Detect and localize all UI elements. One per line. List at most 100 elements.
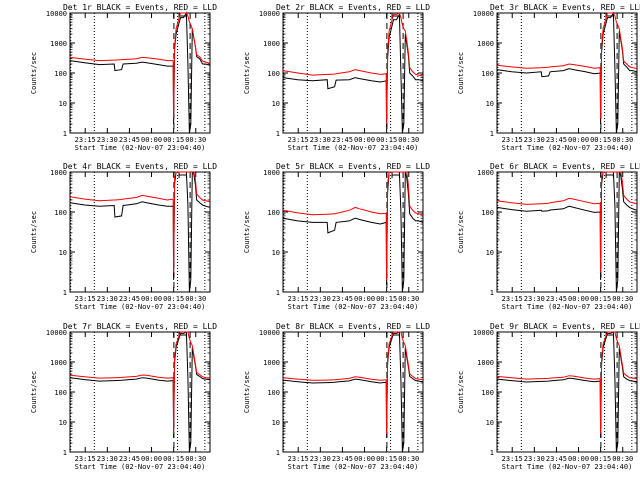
x-axis-label: Start Time (02-Nov-07 23:04:40) [502, 303, 633, 311]
x-tick-label: 00:30 [612, 136, 633, 144]
x-tick-label: 00:15 [376, 455, 397, 463]
x-tick-label: 23:30 [524, 136, 545, 144]
x-tick-label: 23:15 [75, 295, 96, 303]
y-tick-label: 10000 [46, 10, 67, 18]
x-tick-label: 23:15 [502, 295, 523, 303]
x-tick-label: 00:15 [376, 136, 397, 144]
y-tick-label: 10000 [473, 329, 494, 337]
x-tick-label: 23:30 [97, 136, 118, 144]
x-axis-label: Start Time (02-Nov-07 23:04:40) [75, 303, 206, 311]
x-tick-label: 23:45 [332, 295, 353, 303]
x-tick-label: 00:30 [185, 295, 206, 303]
events-line [69, 331, 211, 453]
x-tick-label: 23:30 [524, 295, 545, 303]
y-tick-label: 10000 [473, 10, 494, 18]
x-tick-label: 23:45 [546, 136, 567, 144]
panel-det-7r: Det 7r BLACK = Events, RED = LLD Counts/s… [30, 322, 217, 471]
x-tick-label: 00:15 [163, 295, 184, 303]
y-tick-label: 1000 [477, 40, 494, 48]
x-tick-label: 00:30 [398, 295, 419, 303]
y-tick-label: 1000 [50, 169, 67, 177]
y-tick-label: 100 [481, 70, 494, 78]
y-tick-label: 10 [272, 100, 280, 108]
axes-frame [69, 171, 211, 293]
panel-det-8r: Det 8r BLACK = Events, RED = LLD Counts/s… [243, 322, 430, 471]
panel-det-4r: Det 4r BLACK = Events, RED = LLD Counts/s… [30, 162, 217, 311]
y-axis-label: Counts/sec [243, 211, 251, 253]
y-tick-label: 1 [63, 289, 67, 297]
x-axis-label: Start Time (02-Nov-07 23:04:40) [288, 303, 419, 311]
x-tick-label: 23:45 [332, 136, 353, 144]
panel-det-5r: Det 5r BLACK = Events, RED = LLD Counts/s… [243, 162, 430, 311]
panel-title: Det 9r BLACK = Events, RED = LLD [490, 322, 640, 331]
x-tick-label: 00:30 [398, 136, 419, 144]
y-tick-label: 10 [272, 419, 280, 427]
events-line [282, 331, 424, 453]
panel-title: Det 6r BLACK = Events, RED = LLD [490, 162, 640, 171]
x-tick-label: 23:15 [288, 295, 309, 303]
y-tick-label: 1000 [263, 40, 280, 48]
y-tick-label: 1000 [50, 359, 67, 367]
panel-title: Det 7r BLACK = Events, RED = LLD [63, 322, 217, 331]
y-tick-label: 10000 [259, 10, 280, 18]
x-axis-label: Start Time (02-Nov-07 23:04:40) [502, 463, 633, 471]
y-axis-label: Counts/sec [30, 371, 38, 413]
y-tick-label: 1 [276, 449, 280, 457]
x-axis-label: Start Time (02-Nov-07 23:04:40) [502, 144, 633, 152]
x-tick-label: 00:00 [354, 136, 375, 144]
panel-det-2r: Det 2r BLACK = Events, RED = LLD Counts/s… [243, 3, 430, 152]
y-tick-label: 10 [59, 249, 67, 257]
x-tick-label: 23:45 [119, 295, 140, 303]
x-tick-label: 23:30 [310, 136, 331, 144]
x-tick-label: 23:45 [546, 455, 567, 463]
x-tick-label: 23:15 [502, 136, 523, 144]
x-tick-label: 23:45 [546, 295, 567, 303]
lld-line [69, 171, 211, 273]
x-tick-label: 00:15 [590, 136, 611, 144]
y-tick-label: 10 [59, 100, 67, 108]
x-tick-label: 00:30 [612, 455, 633, 463]
y-axis-label: Counts/sec [457, 211, 465, 253]
lld-line [496, 12, 638, 119]
y-tick-label: 100 [267, 389, 280, 397]
events-line [69, 11, 211, 134]
y-axis-label: Counts/sec [457, 52, 465, 94]
panel-title: Det 3r BLACK = Events, RED = LLD [490, 3, 640, 12]
events-line [496, 171, 638, 293]
x-tick-label: 23:15 [502, 455, 523, 463]
x-axis-label: Start Time (02-Nov-07 23:04:40) [75, 144, 206, 152]
panel-title: Det 4r BLACK = Events, RED = LLD [63, 162, 217, 171]
panel-title: Det 8r BLACK = Events, RED = LLD [276, 322, 430, 331]
x-tick-label: 23:30 [97, 455, 118, 463]
x-tick-label: 23:45 [119, 136, 140, 144]
x-tick-label: 00:00 [568, 455, 589, 463]
y-tick-label: 1000 [477, 359, 494, 367]
y-axis-label: Counts/sec [30, 211, 38, 253]
x-tick-label: 00:00 [568, 136, 589, 144]
lld-line [69, 331, 211, 434]
y-tick-label: 100 [54, 70, 67, 78]
x-tick-label: 00:00 [568, 295, 589, 303]
y-tick-label: 1 [276, 130, 280, 138]
y-tick-label: 1 [276, 289, 280, 297]
y-tick-label: 100 [267, 70, 280, 78]
x-tick-label: 00:30 [612, 295, 633, 303]
x-axis-label: Start Time (02-Nov-07 23:04:40) [288, 144, 419, 152]
x-tick-label: 23:15 [75, 136, 96, 144]
lld-line [496, 331, 638, 434]
y-tick-label: 1 [490, 449, 494, 457]
y-tick-label: 10 [486, 419, 494, 427]
x-tick-label: 23:45 [119, 455, 140, 463]
y-tick-label: 1 [490, 289, 494, 297]
events-line [496, 331, 638, 453]
x-tick-label: 23:45 [332, 455, 353, 463]
x-tick-label: 00:00 [141, 136, 162, 144]
panel-det-6r: Det 6r BLACK = Events, RED = LLD Counts/s… [457, 162, 640, 311]
x-tick-label: 23:30 [310, 455, 331, 463]
y-tick-label: 10 [486, 100, 494, 108]
lld-line [69, 12, 211, 119]
y-tick-label: 100 [267, 209, 280, 217]
y-tick-label: 1000 [263, 359, 280, 367]
